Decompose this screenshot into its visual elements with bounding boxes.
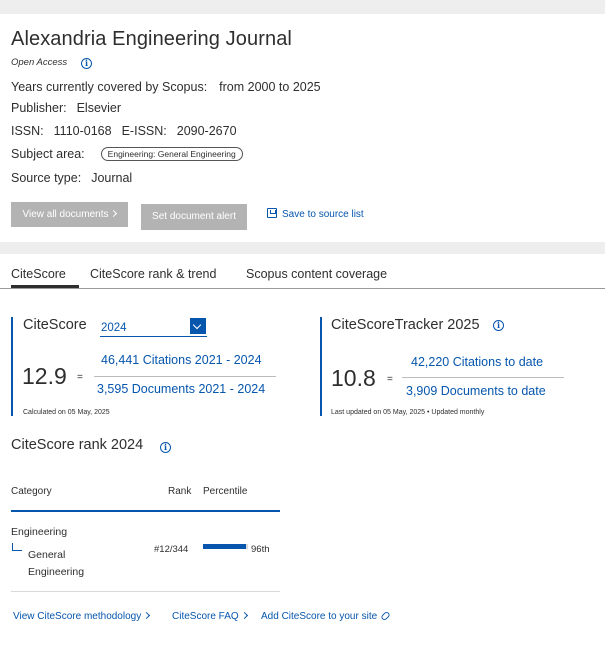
page-title: Alexandria Engineering Journal xyxy=(11,28,292,50)
section-divider-band xyxy=(0,242,605,254)
tree-connector xyxy=(12,543,22,551)
subject-row: Subject area: Engineering: General Engine… xyxy=(11,147,243,161)
subject-chip[interactable]: Engineering: General Engineering xyxy=(100,147,243,161)
active-tab-indicator xyxy=(11,285,79,288)
rank-value: #12/344 xyxy=(154,544,189,555)
rank-section-title: CiteScore rank 2024 xyxy=(11,437,144,453)
save-label: Save to source list xyxy=(282,209,364,220)
add-citescore-link[interactable]: Add CiteScore to your site xyxy=(261,610,391,622)
tracker-value: 10.8 xyxy=(331,365,376,391)
top-band xyxy=(0,0,605,14)
fraction-line xyxy=(402,377,564,378)
view-all-documents-button[interactable]: View all documents xyxy=(11,202,128,227)
column-header-rank: Rank xyxy=(168,486,192,497)
tracker-updated-note: Last updated on 05 May, 2025 • Updated m… xyxy=(331,409,485,416)
open-access-label: Open Access xyxy=(11,57,68,68)
citescore-documents-link[interactable]: 3,595 Documents 2021 - 2024 xyxy=(97,382,266,396)
subcategory-line-1: General xyxy=(28,549,66,561)
publisher-label: Publisher: xyxy=(11,101,67,115)
tracker-title: CiteScoreTracker 2025 xyxy=(331,317,480,333)
add-citescore-label: Add CiteScore to your site xyxy=(261,611,378,622)
issn-row: ISSN: 1110-0168 E-ISSN: 2090-2670 xyxy=(11,124,237,138)
eissn-label: E-ISSN: xyxy=(121,124,167,138)
subject-label: Subject area: xyxy=(11,147,85,161)
citescore-citations-link[interactable]: 46,441 Citations 2021 - 2024 xyxy=(101,353,262,367)
tab-citescore[interactable]: CiteScore xyxy=(11,267,66,281)
publisher-value: Elsevier xyxy=(76,101,122,115)
citescore-faq-link[interactable]: CiteScore FAQ xyxy=(172,611,248,622)
citescore-accent-bar xyxy=(11,317,13,416)
save-to-source-list-link[interactable]: Save to source list xyxy=(267,208,364,220)
info-icon[interactable]: i xyxy=(493,320,504,331)
equals-sign: = xyxy=(77,372,83,383)
faq-label: CiteScore FAQ xyxy=(172,611,239,622)
tracker-accent-bar xyxy=(320,317,322,416)
view-methodology-link[interactable]: View CiteScore methodology xyxy=(13,611,151,622)
citescore-value: 12.9 xyxy=(22,363,67,389)
calculated-date: Calculated on 05 May, 2025 xyxy=(23,409,110,416)
view-all-label: View all documents xyxy=(22,209,109,220)
years-row: Years currently covered by Scopus: from 2… xyxy=(11,80,321,94)
tabs-divider xyxy=(0,288,605,289)
percentile-bar-fill xyxy=(203,544,247,549)
source-type-label: Source type: xyxy=(11,171,82,185)
publisher-row: Publisher: Elsevier xyxy=(11,101,121,115)
chevron-down-icon[interactable] xyxy=(190,318,206,334)
methodology-label: View CiteScore methodology xyxy=(13,611,142,622)
set-document-alert-button[interactable]: Set document alert xyxy=(141,204,247,230)
external-link-icon xyxy=(380,610,391,622)
year-select-value: 2024 xyxy=(101,322,127,334)
issn-value: 1110-0168 xyxy=(53,124,112,138)
issn-label: ISSN: xyxy=(11,124,44,138)
years-value: from 2000 to 2025 xyxy=(219,80,321,94)
info-icon[interactable]: i xyxy=(81,58,92,69)
table-header-divider xyxy=(11,510,280,512)
percentile-value: 96th xyxy=(251,544,270,555)
chevron-right-icon xyxy=(240,611,248,620)
percentile-bar xyxy=(203,544,248,549)
column-header-percentile: Percentile xyxy=(203,486,248,497)
tracker-documents-link[interactable]: 3,909 Documents to date xyxy=(406,384,546,398)
tab-citescore-rank-trend[interactable]: CiteScore rank & trend xyxy=(90,267,217,281)
tab-scopus-content-coverage[interactable]: Scopus content coverage xyxy=(246,267,388,281)
table-row-divider xyxy=(11,591,280,592)
fraction-line xyxy=(94,376,276,377)
citescore-title: CiteScore xyxy=(23,317,87,333)
eissn-value: 2090-2670 xyxy=(176,124,237,138)
year-select[interactable]: 2024 xyxy=(100,318,207,337)
source-type-value: Journal xyxy=(91,171,133,185)
info-icon[interactable]: i xyxy=(160,442,171,453)
subcategory-line-2: Engineering xyxy=(28,566,85,578)
source-type-row: Source type: Journal xyxy=(11,171,132,185)
tracker-citations-link[interactable]: 42,220 Citations to date xyxy=(411,355,544,369)
chevron-right-icon xyxy=(143,611,151,620)
years-label: Years currently covered by Scopus: xyxy=(11,80,208,94)
equals-sign: = xyxy=(387,374,393,385)
column-header-category: Category xyxy=(11,486,52,497)
save-icon xyxy=(267,208,277,218)
category-name: Engineering xyxy=(11,526,68,538)
chevron-right-icon xyxy=(110,209,118,218)
